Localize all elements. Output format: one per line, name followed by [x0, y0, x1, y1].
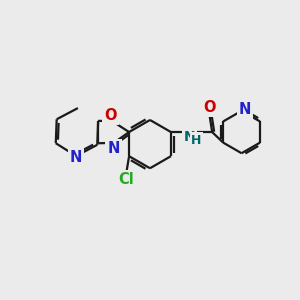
Text: O: O [104, 108, 117, 123]
Text: N: N [107, 141, 120, 156]
Text: N: N [70, 150, 82, 165]
Text: Cl: Cl [118, 172, 134, 187]
Text: N: N [239, 102, 251, 117]
Text: N: N [184, 130, 195, 144]
Text: O: O [203, 100, 215, 115]
Text: H: H [191, 134, 202, 147]
